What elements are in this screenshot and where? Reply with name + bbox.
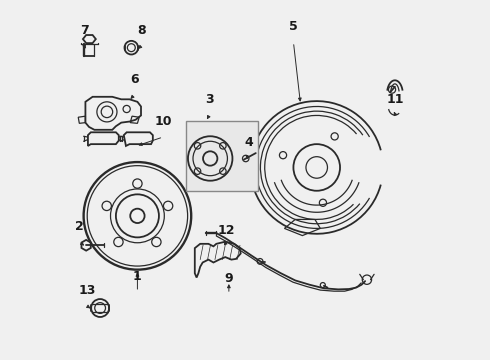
Text: 5: 5	[289, 20, 298, 33]
Text: 3: 3	[205, 94, 214, 107]
Text: 7: 7	[80, 23, 89, 37]
Text: 11: 11	[387, 94, 404, 107]
Text: 9: 9	[224, 272, 233, 285]
Text: 13: 13	[78, 284, 96, 297]
Bar	[186, 121, 258, 191]
Text: 2: 2	[75, 220, 84, 233]
Text: 6: 6	[130, 73, 139, 86]
Text: 4: 4	[244, 136, 253, 149]
Text: 8: 8	[137, 23, 146, 37]
Text: 1: 1	[133, 270, 142, 283]
Text: 10: 10	[154, 115, 172, 128]
Text: 12: 12	[218, 224, 235, 237]
